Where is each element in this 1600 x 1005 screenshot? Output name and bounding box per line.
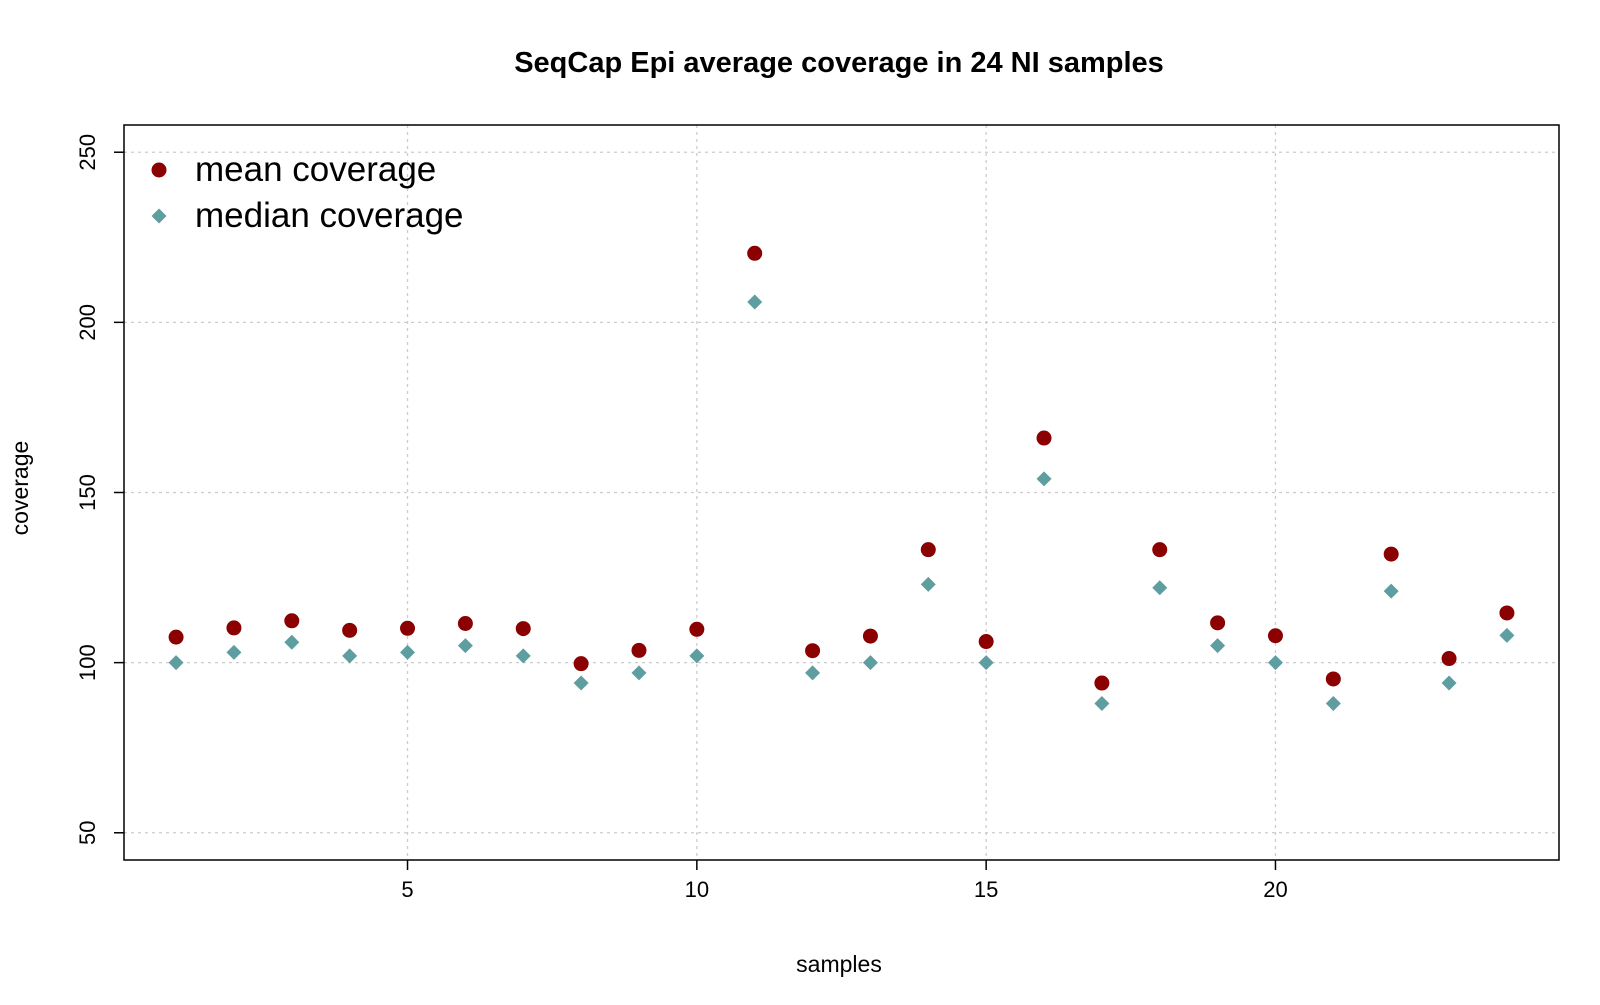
- median-point: [747, 294, 763, 310]
- data-points: [168, 245, 1515, 711]
- mean-point: [1383, 546, 1399, 562]
- x-tick-label: 15: [974, 877, 998, 902]
- median-point: [689, 648, 705, 664]
- median-point: [1441, 675, 1457, 691]
- chart-title: SeqCap Epi average coverage in 24 NI sam…: [514, 47, 1164, 79]
- mean-point: [1036, 430, 1052, 446]
- mean-point: [1441, 651, 1457, 667]
- median-point: [920, 576, 936, 592]
- mean-point: [342, 622, 358, 638]
- x-tick-label: 10: [685, 877, 709, 902]
- median-point: [1036, 471, 1052, 487]
- mean-point: [284, 613, 300, 629]
- y-tick-label: 200: [75, 304, 100, 341]
- mean-point: [168, 629, 184, 645]
- y-tick-label: 150: [75, 474, 100, 511]
- median-point: [168, 655, 184, 671]
- y-axis-label: coverage: [7, 441, 33, 536]
- median-point: [1267, 655, 1283, 671]
- legend-marker: [151, 162, 167, 178]
- median-point: [226, 644, 242, 660]
- median-point: [978, 655, 994, 671]
- mean-point: [920, 542, 936, 558]
- grid-lines: [124, 125, 1559, 860]
- median-point: [1325, 695, 1341, 711]
- mean-point: [689, 621, 705, 637]
- mean-point: [457, 616, 473, 632]
- series-mean: [168, 245, 1515, 691]
- x-axis-label: samples: [796, 951, 882, 977]
- mean-point: [226, 620, 242, 636]
- median-point: [1152, 580, 1168, 596]
- mean-point: [747, 245, 763, 261]
- median-point: [457, 638, 473, 654]
- median-point: [1210, 638, 1226, 654]
- y-tick-label: 50: [75, 821, 100, 845]
- mean-point: [862, 628, 878, 644]
- median-point: [805, 665, 821, 681]
- axes: 5 10 15 20 50 100 150 200 250: [75, 124, 1560, 902]
- mean-point: [1210, 615, 1226, 631]
- median-point: [1499, 627, 1515, 643]
- mean-point: [1267, 628, 1283, 644]
- median-point: [573, 675, 589, 691]
- legend-marker: [151, 208, 167, 224]
- mean-point: [400, 620, 416, 636]
- mean-point: [805, 643, 821, 659]
- median-point: [342, 648, 358, 664]
- legend-label: mean coverage: [195, 150, 436, 189]
- mean-point: [573, 656, 589, 672]
- legend-label: median coverage: [195, 196, 464, 235]
- y-tick-label: 250: [75, 134, 100, 171]
- mean-point: [631, 642, 647, 658]
- median-point: [1383, 583, 1399, 599]
- y-tick-label: 100: [75, 644, 100, 681]
- mean-point: [1094, 675, 1110, 691]
- mean-point: [1499, 605, 1515, 621]
- x-tick-label: 5: [401, 877, 413, 902]
- mean-point: [1152, 542, 1168, 558]
- x-tick-label: 20: [1263, 877, 1287, 902]
- legend: mean coverage median coverage: [151, 150, 464, 235]
- mean-point: [978, 634, 994, 650]
- series-median: [168, 294, 1515, 711]
- median-point: [515, 648, 531, 664]
- median-point: [400, 644, 416, 660]
- median-point: [284, 634, 300, 650]
- mean-point: [515, 621, 531, 637]
- median-point: [1094, 695, 1110, 711]
- median-point: [631, 665, 647, 681]
- median-point: [862, 655, 878, 671]
- mean-point: [1325, 671, 1341, 687]
